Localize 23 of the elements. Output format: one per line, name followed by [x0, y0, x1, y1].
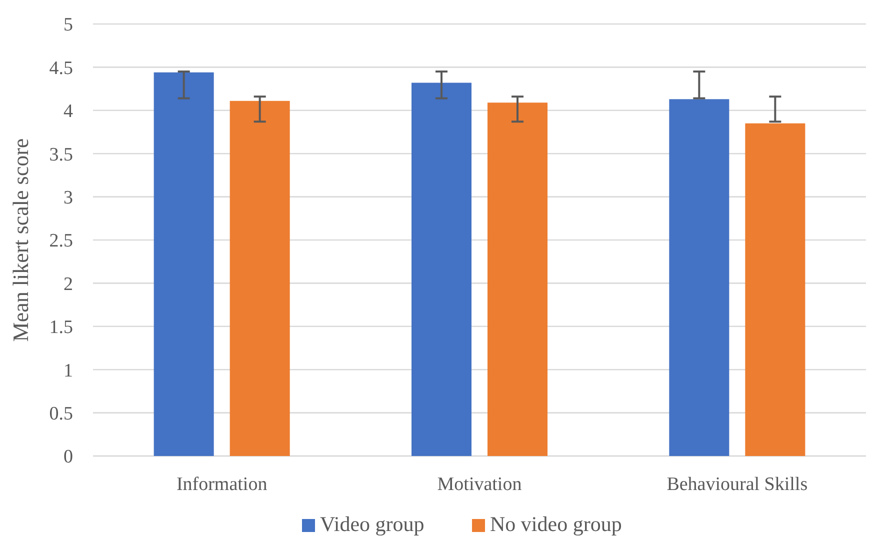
x-tick-label: Information [176, 474, 268, 495]
bar [154, 72, 214, 456]
y-tick-label: 0 [64, 446, 73, 468]
bar [745, 123, 806, 456]
y-tick-label: 1.5 [49, 317, 73, 338]
x-tick-label: Motivation [437, 474, 522, 495]
y-tick-label: 0.5 [49, 403, 73, 424]
legend-label: No video group [490, 512, 622, 536]
y-tick-label: 4 [64, 101, 74, 122]
y-tick-label: 2 [64, 274, 73, 295]
bar [230, 100, 290, 456]
y-tick-label: 1 [64, 360, 73, 382]
y-axis-title: Mean likert scale score [8, 138, 33, 342]
y-tick-label: 3 [64, 187, 73, 208]
y-tick-label: 2.5 [49, 230, 73, 252]
bar [412, 82, 472, 456]
x-tick-label: Behavioural Skills [666, 474, 808, 495]
bar [669, 99, 730, 456]
y-tick-label: 3.5 [49, 144, 73, 166]
bar [488, 102, 548, 456]
y-tick-label: 4.5 [49, 58, 73, 79]
legend-label: Video group [320, 512, 424, 536]
y-tick-label: 5 [64, 14, 73, 36]
